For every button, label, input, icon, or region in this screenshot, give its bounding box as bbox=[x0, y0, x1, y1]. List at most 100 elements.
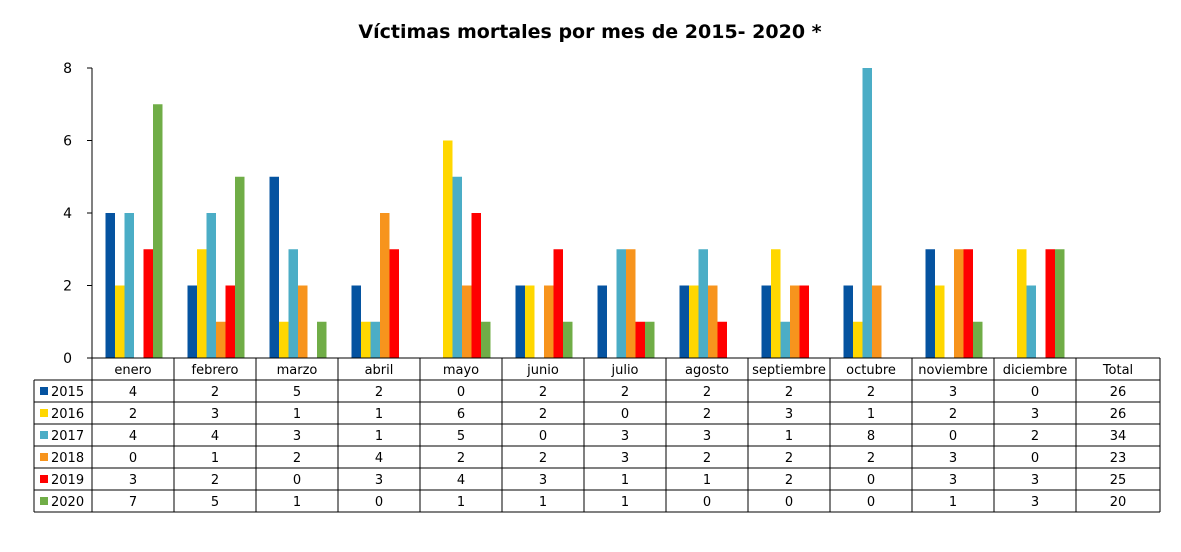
table-cell: 3 bbox=[375, 473, 383, 488]
bar bbox=[235, 176, 245, 358]
table-total-cell: 26 bbox=[1110, 385, 1127, 400]
table-cell: 1 bbox=[621, 473, 629, 488]
bar bbox=[963, 249, 973, 358]
bar bbox=[1017, 249, 1027, 358]
bar bbox=[380, 213, 390, 358]
bar bbox=[544, 285, 554, 358]
bar bbox=[1026, 285, 1036, 358]
bar bbox=[761, 285, 771, 358]
bar bbox=[216, 321, 226, 358]
table-header-cell: octubre bbox=[846, 363, 896, 378]
bar bbox=[954, 249, 964, 358]
table-cell: 2 bbox=[211, 385, 219, 400]
table-cell: 3 bbox=[949, 385, 957, 400]
bar bbox=[645, 321, 655, 358]
bar bbox=[717, 321, 727, 358]
legend-label: 2016 bbox=[51, 407, 84, 422]
legend-label: 2015 bbox=[51, 385, 84, 400]
table-cell: 0 bbox=[867, 473, 875, 488]
bar bbox=[298, 285, 308, 358]
table-cell: 1 bbox=[867, 407, 875, 422]
table-cell: 7 bbox=[129, 495, 137, 510]
table-cell: 5 bbox=[211, 495, 219, 510]
legend-label: 2018 bbox=[51, 451, 84, 466]
bar bbox=[279, 321, 289, 358]
bar bbox=[1055, 249, 1065, 358]
legend-label: 2019 bbox=[51, 473, 84, 488]
table-cell: 2 bbox=[375, 385, 383, 400]
table-cell: 3 bbox=[293, 429, 301, 444]
bar bbox=[525, 285, 535, 358]
table-cell: 2 bbox=[703, 407, 711, 422]
table-header-cell: enero bbox=[114, 363, 151, 378]
bar bbox=[115, 285, 125, 358]
legend-swatch bbox=[40, 387, 48, 395]
bar bbox=[153, 104, 163, 358]
bar bbox=[481, 321, 491, 358]
legend-label: 2017 bbox=[51, 429, 84, 444]
bar bbox=[872, 285, 882, 358]
table-cell: 2 bbox=[1031, 429, 1039, 444]
bar bbox=[370, 321, 380, 358]
table-cell: 2 bbox=[211, 473, 219, 488]
bar bbox=[105, 213, 115, 358]
bar bbox=[563, 321, 573, 358]
table-cell: 2 bbox=[703, 385, 711, 400]
table-cell: 3 bbox=[1031, 407, 1039, 422]
bar bbox=[361, 321, 371, 358]
table-cell: 0 bbox=[867, 495, 875, 510]
table-cell: 0 bbox=[129, 451, 137, 466]
table-cell: 2 bbox=[457, 451, 465, 466]
bar bbox=[269, 176, 279, 358]
table-cell: 2 bbox=[539, 385, 547, 400]
bar bbox=[597, 285, 607, 358]
bar bbox=[443, 140, 453, 358]
table-cell: 0 bbox=[703, 495, 711, 510]
table-cell: 2 bbox=[539, 451, 547, 466]
table-cell: 4 bbox=[129, 429, 137, 444]
y-tick-label: 6 bbox=[63, 134, 72, 150]
table-cell: 0 bbox=[293, 473, 301, 488]
bar bbox=[935, 285, 945, 358]
bar bbox=[973, 321, 983, 358]
legend-swatch bbox=[40, 453, 48, 461]
bar bbox=[679, 285, 689, 358]
table-cell: 2 bbox=[539, 407, 547, 422]
bar bbox=[635, 321, 645, 358]
bar bbox=[197, 249, 207, 358]
table-cell: 3 bbox=[621, 451, 629, 466]
table-header-cell: julio bbox=[610, 363, 638, 378]
legend-swatch bbox=[40, 475, 48, 483]
table-cell: 3 bbox=[949, 451, 957, 466]
bar bbox=[317, 321, 327, 358]
table-cell: 1 bbox=[375, 429, 383, 444]
table-cell: 0 bbox=[785, 495, 793, 510]
table-cell: 4 bbox=[211, 429, 219, 444]
table-cell: 3 bbox=[621, 429, 629, 444]
bar bbox=[925, 249, 935, 358]
table-cell: 2 bbox=[785, 473, 793, 488]
table-total-cell: 26 bbox=[1110, 407, 1127, 422]
table-header-cell: febrero bbox=[192, 363, 239, 378]
table-total-cell: 20 bbox=[1110, 495, 1127, 510]
bar bbox=[1045, 249, 1055, 358]
bar bbox=[689, 285, 699, 358]
table-cell: 4 bbox=[457, 473, 465, 488]
table-cell: 0 bbox=[539, 429, 547, 444]
table-cell: 0 bbox=[1031, 385, 1039, 400]
y-tick-label: 4 bbox=[63, 206, 72, 222]
y-tick-label: 2 bbox=[63, 279, 72, 295]
bar bbox=[853, 321, 863, 358]
table-cell: 6 bbox=[457, 407, 465, 422]
table-cell: 1 bbox=[293, 407, 301, 422]
bar bbox=[780, 321, 790, 358]
y-tick-label: 8 bbox=[63, 61, 72, 77]
table-cell: 3 bbox=[539, 473, 547, 488]
table-cell: 1 bbox=[785, 429, 793, 444]
table-header-total: Total bbox=[1102, 363, 1133, 378]
bar bbox=[616, 249, 626, 358]
table-header-cell: noviembre bbox=[918, 363, 987, 378]
bar bbox=[288, 249, 298, 358]
bar bbox=[790, 285, 800, 358]
bar bbox=[124, 213, 134, 358]
